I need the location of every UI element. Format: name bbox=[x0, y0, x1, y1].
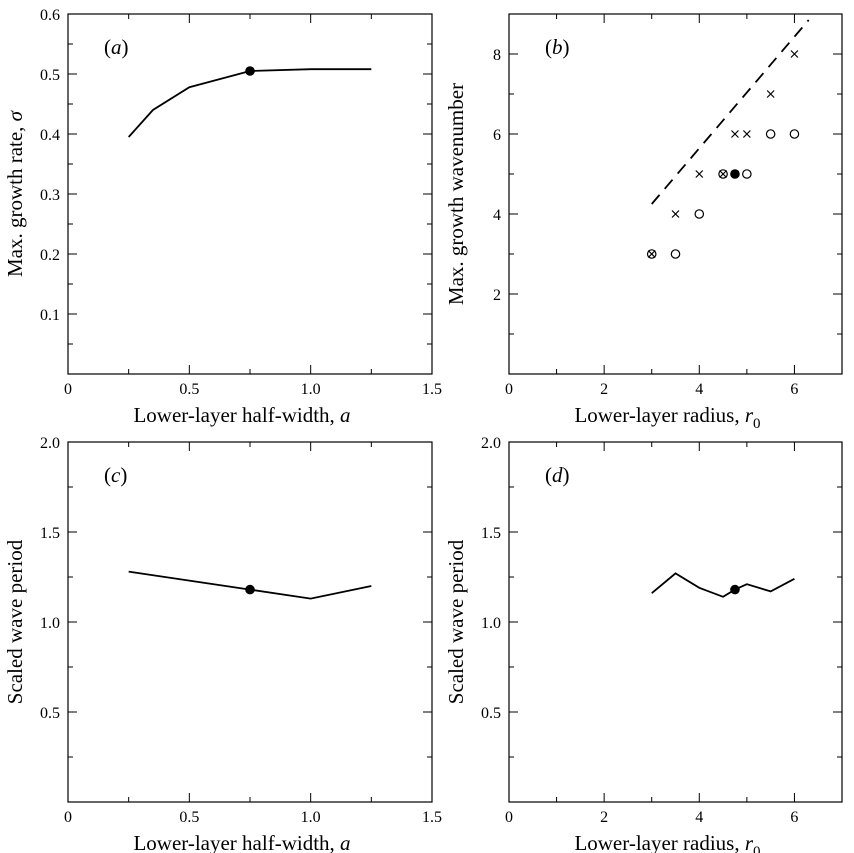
panel-label: (b) bbox=[545, 35, 570, 59]
y-axis-label: Max. growth wavenumber bbox=[444, 83, 468, 305]
series-line bbox=[127, 68, 372, 138]
cross-point bbox=[719, 170, 727, 178]
x-tick-label: 2 bbox=[600, 381, 608, 398]
x-axis-label: Lower-layer half-width, a bbox=[133, 831, 350, 853]
y-axis-label: Max. growth rate, σ bbox=[3, 109, 27, 277]
y-tick-label: 0.6 bbox=[40, 7, 60, 24]
cross-point bbox=[742, 130, 751, 138]
plot-frame bbox=[67, 441, 433, 803]
open-circle-point bbox=[670, 249, 681, 259]
y-tick-label: 2.0 bbox=[40, 435, 60, 452]
cross-point bbox=[695, 170, 704, 178]
cross-point bbox=[731, 130, 739, 138]
panel-b: 0 2 4 6 2 4 6 8 Lower-layer radius, r0 Max. growt… bbox=[444, 13, 843, 432]
y-tick-label: 1.0 bbox=[40, 615, 60, 632]
open-circle-point bbox=[694, 209, 705, 219]
panel-label: (c) bbox=[104, 463, 127, 487]
y-axis-label: Scaled wave period bbox=[444, 539, 468, 704]
highlight-point bbox=[730, 584, 740, 595]
cross-point bbox=[790, 50, 799, 58]
panel-c: 0 0.5 1.0 1.5 0.5 1.0 1.5 2.0 Lower-layer half-w… bbox=[3, 435, 442, 853]
panel-d: 0 2 4 6 0.5 1.0 1.5 2.0 Lower-layer radius, r0 Sc… bbox=[444, 435, 843, 853]
x-axis-label: Lower-layer radius, r0 bbox=[574, 831, 760, 853]
x-tick-label: 6 bbox=[790, 809, 798, 826]
cross-point bbox=[671, 210, 680, 218]
x-tick-label: 0.5 bbox=[179, 381, 199, 398]
cross-point bbox=[766, 90, 775, 98]
y-tick-label: 2.0 bbox=[481, 435, 501, 452]
x-tick-label: 1.5 bbox=[422, 381, 442, 398]
x-tick-label: 0 bbox=[64, 381, 72, 398]
y-tick-label: 0.1 bbox=[40, 307, 60, 324]
x-tick-label: 1.5 bbox=[422, 809, 442, 826]
y-tick-label: 1.5 bbox=[481, 525, 501, 542]
dashed-trend-line bbox=[651, 19, 810, 205]
y-tick-label: 0.4 bbox=[40, 127, 60, 144]
series-line bbox=[651, 572, 795, 598]
x-tick-label: 1.0 bbox=[301, 809, 321, 826]
x-tick-label: 6 bbox=[790, 381, 798, 398]
y-tick-label: 2 bbox=[493, 287, 501, 304]
x-tick-label: 2 bbox=[600, 809, 608, 826]
x-tick-label: 4 bbox=[695, 381, 703, 398]
panel-a: 0 0.5 1.0 1.5 0.1 0.2 0.3 0.4 0.5 0.6 Lower-layer … bbox=[3, 7, 442, 427]
highlight-point bbox=[245, 66, 255, 76]
y-tick-label: 0.5 bbox=[40, 705, 60, 722]
x-tick-label: 0 bbox=[64, 809, 72, 826]
y-tick-label: 8 bbox=[493, 47, 501, 64]
y-tick-label: 0.3 bbox=[40, 187, 60, 204]
highlight-point bbox=[245, 584, 255, 595]
x-tick-label: 0.5 bbox=[179, 809, 199, 826]
y-tick-label: 1.0 bbox=[481, 615, 501, 632]
x-tick-label: 0 bbox=[505, 381, 513, 398]
x-tick-label: 4 bbox=[695, 809, 703, 826]
open-circle-point bbox=[765, 129, 776, 139]
panel-label: (a) bbox=[104, 35, 129, 59]
panel-label: (d) bbox=[545, 463, 570, 487]
x-tick-label: 1.0 bbox=[301, 381, 321, 398]
x-tick-label: 0 bbox=[505, 809, 513, 826]
y-tick-label: 4 bbox=[493, 207, 501, 224]
open-circle-point bbox=[789, 129, 800, 139]
plot-frame bbox=[508, 441, 843, 803]
x-axis-label: Lower-layer radius, r0 bbox=[574, 403, 760, 432]
y-axis-label: Scaled wave period bbox=[3, 539, 27, 704]
y-tick-label: 0.5 bbox=[40, 67, 60, 84]
y-tick-label: 1.5 bbox=[40, 525, 60, 542]
open-circle-point bbox=[742, 169, 752, 179]
highlight-point bbox=[730, 169, 740, 179]
cross-point bbox=[647, 250, 656, 258]
y-tick-label: 0.5 bbox=[481, 705, 501, 722]
x-axis-label: Lower-layer half-width, a bbox=[133, 403, 350, 427]
y-tick-label: 0.2 bbox=[40, 247, 60, 264]
y-tick-label: 6 bbox=[493, 127, 501, 144]
plot-frame bbox=[508, 13, 843, 375]
